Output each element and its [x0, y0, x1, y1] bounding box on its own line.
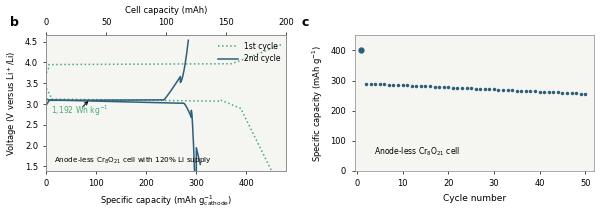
Text: 1,192 Wh kg$^{-1}$: 1,192 Wh kg$^{-1}$ [52, 104, 109, 119]
Y-axis label: Voltage (V versus Li$^+$/Li): Voltage (V versus Li$^+$/Li) [5, 50, 19, 156]
Y-axis label: Specific capacity (mAh g$^{-1}$): Specific capacity (mAh g$^{-1}$) [310, 45, 325, 162]
X-axis label: Cell capacity (mAh): Cell capacity (mAh) [125, 6, 208, 15]
X-axis label: Cycle number: Cycle number [443, 193, 506, 202]
Text: Anode-less Cr$_8$O$_{21}$ cell: Anode-less Cr$_8$O$_{21}$ cell [374, 146, 460, 158]
Text: Anode-less Cr$_8$O$_{21}$ cell with 120% Li supply: Anode-less Cr$_8$O$_{21}$ cell with 120%… [53, 156, 211, 166]
Text: b: b [10, 16, 19, 29]
X-axis label: Specific capacity (mAh $\mathregular{g_{cathode}^{-1}}$): Specific capacity (mAh $\mathregular{g_{… [100, 193, 233, 208]
Legend: 1st cycle, 2nd cycle: 1st cycle, 2nd cycle [216, 39, 283, 66]
Text: c: c [302, 16, 309, 29]
